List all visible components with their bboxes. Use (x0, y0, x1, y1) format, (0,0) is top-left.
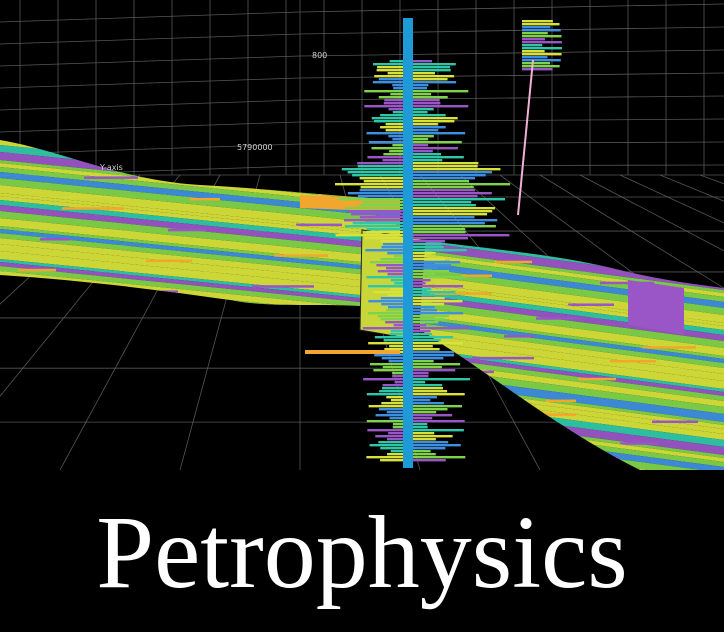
3d-reservoir-scene: Y-axis 5790000 800 (0, 0, 724, 470)
second-well (517, 59, 534, 216)
depth-label: 800 (312, 51, 327, 60)
northing-label: 5790000 (237, 143, 273, 152)
well-log-curves (305, 20, 562, 462)
right-strata-band (420, 240, 724, 470)
well-bore (403, 18, 413, 468)
y-axis-label: Y-axis (99, 163, 123, 172)
left-strata-band (0, 140, 400, 310)
page-title: Petrophysics (96, 495, 628, 610)
